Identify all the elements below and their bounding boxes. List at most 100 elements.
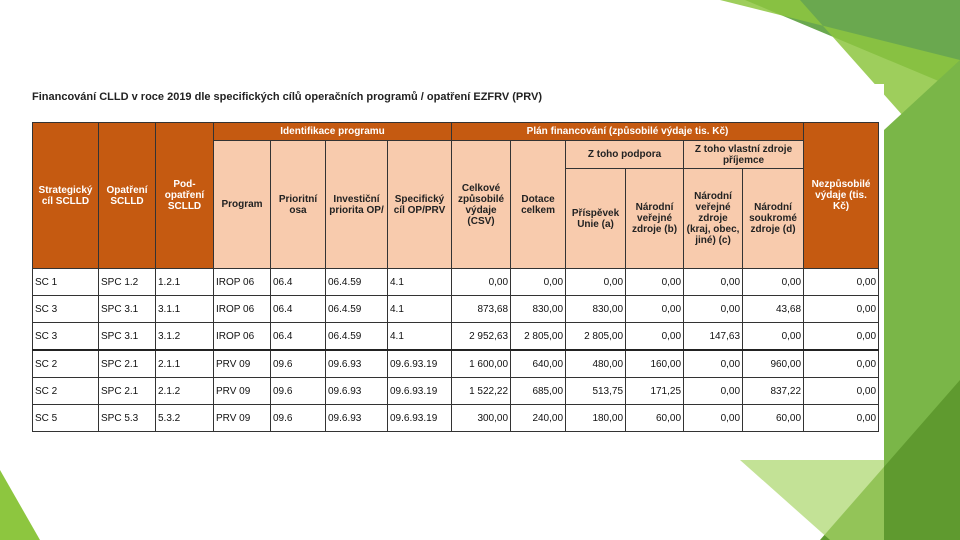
table-cell: SPC 5.3 bbox=[98, 404, 156, 432]
decor-shape bbox=[720, 0, 960, 180]
header-cell: Prioritní osa bbox=[270, 140, 326, 269]
table-row: SC 2 SPC 2.1 2.1.2 PRV 09 09.6 09.6.93 09.6.93… bbox=[32, 377, 880, 405]
table-cell: PRV 09 bbox=[213, 349, 271, 378]
table-cell: 0,00 bbox=[510, 268, 567, 296]
table-cell: SPC 2.1 bbox=[98, 349, 156, 378]
table-cell: SC 1 bbox=[32, 268, 99, 296]
table-cell: 09.6.93.19 bbox=[386, 377, 453, 405]
header-cell: Národní veřejné zdroje (b) bbox=[625, 168, 685, 269]
table-cell: 4.1 bbox=[386, 268, 453, 296]
table-cell: 06.4.59 bbox=[325, 322, 388, 351]
table-cell: 180,00 bbox=[565, 404, 627, 432]
table-cell: 60,00 bbox=[625, 404, 685, 432]
table-cell: SPC 3.1 bbox=[98, 322, 156, 351]
table-cell: 1 522,22 bbox=[451, 377, 512, 405]
table-cell: 0,00 bbox=[742, 268, 805, 296]
header-cell: Investiční priorita OP/ bbox=[325, 140, 388, 269]
header-cell: Dotace celkem bbox=[510, 140, 567, 269]
financing-table: Strategický cíl SCLLD Opatření SCLLD Pod… bbox=[32, 122, 880, 432]
table-sheet: Financování CLLD v roce 2019 dle specifi… bbox=[28, 84, 884, 458]
header-cell: Pod-opatření SCLLD bbox=[155, 122, 214, 269]
table-cell: 0,00 bbox=[451, 268, 512, 296]
header-group: Plán financování (způsobilé výdaje tis. … bbox=[451, 122, 805, 141]
table-cell: 0,00 bbox=[683, 377, 744, 405]
table-cell: 0,00 bbox=[625, 322, 685, 351]
table-cell: IROP 06 bbox=[213, 322, 271, 351]
table-cell: 480,00 bbox=[565, 349, 627, 378]
table-cell: 2.1.1 bbox=[155, 349, 214, 378]
table-cell: 240,00 bbox=[510, 404, 567, 432]
table-cell: 640,00 bbox=[510, 349, 567, 378]
header-cell: Příspěvek Unie (a) bbox=[565, 168, 627, 269]
table-cell: SPC 3.1 bbox=[98, 295, 156, 323]
table-cell: SC 2 bbox=[32, 377, 99, 405]
table-cell: 09.6.93 bbox=[325, 404, 388, 432]
header-cell: Program bbox=[213, 140, 271, 269]
table-cell: 09.6.93 bbox=[325, 377, 388, 405]
header-cell: Národní veřejné zdroje (kraj, obec, jiné… bbox=[683, 168, 744, 269]
table-cell: 2 805,00 bbox=[510, 322, 567, 351]
table-cell: 0,00 bbox=[803, 322, 880, 351]
table-cell: 160,00 bbox=[625, 349, 685, 378]
table-cell: 300,00 bbox=[451, 404, 512, 432]
table-cell: PRV 09 bbox=[213, 404, 271, 432]
table-cell: 0,00 bbox=[683, 295, 744, 323]
table-cell: 0,00 bbox=[565, 268, 627, 296]
table-cell: 09.6 bbox=[270, 404, 326, 432]
table-cell: 1.2.1 bbox=[155, 268, 214, 296]
header-group: Z toho vlastní zdroje příjemce bbox=[683, 140, 805, 169]
table-cell: 06.4 bbox=[270, 268, 326, 296]
table-cell: SPC 1.2 bbox=[98, 268, 156, 296]
table-cell: SC 5 bbox=[32, 404, 99, 432]
header-cell: Celkové způsobilé výdaje (CSV) bbox=[451, 140, 512, 269]
table-cell: 0,00 bbox=[625, 268, 685, 296]
table-cell: 5.3.2 bbox=[155, 404, 214, 432]
table-cell: SC 3 bbox=[32, 295, 99, 323]
table-body: SC 1 SPC 1.2 1.2.1 IROP 06 06.4 06.4.59 4.1 0,0… bbox=[32, 268, 880, 432]
table-cell: 06.4 bbox=[270, 322, 326, 351]
table-cell: IROP 06 bbox=[213, 268, 271, 296]
table-cell: 09.6.93.19 bbox=[386, 404, 453, 432]
header-group: Identifikace programu bbox=[212, 122, 453, 141]
table-cell: 0,00 bbox=[683, 349, 744, 378]
table-cell: 09.6 bbox=[270, 377, 326, 405]
table-cell: SC 2 bbox=[32, 349, 99, 378]
table-cell: 0,00 bbox=[625, 295, 685, 323]
table-cell: 06.4.59 bbox=[325, 268, 388, 296]
table-cell: 830,00 bbox=[510, 295, 567, 323]
table-row: SC 5 SPC 5.3 5.3.2 PRV 09 09.6 09.6.93 09.6.93… bbox=[32, 404, 880, 432]
table-cell: 60,00 bbox=[742, 404, 805, 432]
decor-shape bbox=[740, 460, 884, 540]
table-cell: 960,00 bbox=[742, 349, 805, 378]
table-cell: 2.1.2 bbox=[155, 377, 214, 405]
header-cell: Opatření SCLLD bbox=[98, 122, 156, 269]
table-cell: 0,00 bbox=[803, 404, 880, 432]
table-cell: 0,00 bbox=[742, 322, 805, 351]
table-cell: 43,68 bbox=[742, 295, 805, 323]
table-cell: 09.6.93 bbox=[325, 349, 388, 378]
table-cell: 09.6.93.19 bbox=[386, 349, 453, 378]
table-cell: 1 600,00 bbox=[451, 349, 512, 378]
table-cell: 0,00 bbox=[803, 295, 880, 323]
table-cell: SPC 2.1 bbox=[98, 377, 156, 405]
decor-shape bbox=[0, 470, 40, 540]
table-cell: 171,25 bbox=[625, 377, 685, 405]
table-cell: 3.1.2 bbox=[155, 322, 214, 351]
table-row: SC 1 SPC 1.2 1.2.1 IROP 06 06.4 06.4.59 4.1 0,0… bbox=[32, 268, 880, 296]
table-cell: 837,22 bbox=[742, 377, 805, 405]
header-group: Z toho podpora bbox=[565, 140, 685, 169]
table-cell: 09.6 bbox=[270, 349, 326, 378]
header-cell: Národní soukromé zdroje (d) bbox=[742, 168, 805, 269]
table-row: SC 3 SPC 3.1 3.1.2 IROP 06 06.4 06.4.59 4.1 2 9… bbox=[32, 322, 880, 351]
table-cell: 513,75 bbox=[565, 377, 627, 405]
table-cell: 3.1.1 bbox=[155, 295, 214, 323]
table-cell: IROP 06 bbox=[213, 295, 271, 323]
table-cell: 06.4.59 bbox=[325, 295, 388, 323]
table-cell: 0,00 bbox=[683, 268, 744, 296]
table-cell: 685,00 bbox=[510, 377, 567, 405]
header-cell: Nezpůsobilé výdaje (tis. Kč) bbox=[803, 122, 880, 269]
table-title: Financování CLLD v roce 2019 dle specifi… bbox=[32, 91, 543, 103]
table-cell: 147,63 bbox=[683, 322, 744, 351]
